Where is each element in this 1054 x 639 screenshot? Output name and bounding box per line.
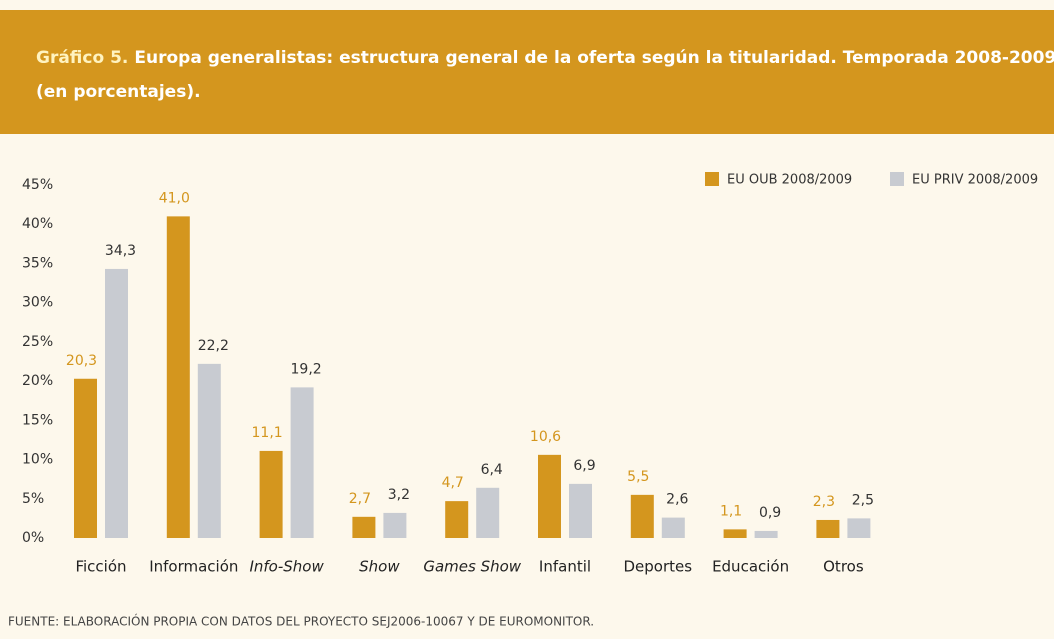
y-tick-label: 25%	[22, 334, 53, 350]
x-tick-label: Información	[149, 558, 238, 576]
bar	[445, 501, 469, 538]
title-prefix: Gráfico 5.	[36, 48, 128, 68]
bar	[630, 494, 654, 538]
y-tick-label: 40%	[22, 216, 53, 232]
x-tick-label: Educación	[712, 558, 789, 576]
y-tick-label: 35%	[22, 255, 53, 271]
y-tick-label: 0%	[22, 530, 44, 546]
data-label: 3,2	[388, 487, 410, 503]
data-label: 22,2	[198, 338, 229, 354]
x-tick-label: Infantil	[539, 558, 591, 576]
data-label: 10,6	[530, 429, 561, 445]
data-label: 20,3	[66, 353, 97, 369]
data-label: 19,2	[291, 361, 322, 377]
data-label: 4,7	[442, 475, 464, 491]
y-tick-label: 10%	[22, 452, 53, 468]
bar	[383, 512, 407, 538]
bar	[569, 483, 592, 538]
header-band	[0, 10, 1054, 134]
chart-subtitle: (en porcentajes).	[36, 82, 201, 102]
bar	[847, 518, 871, 538]
y-tick-label: 20%	[22, 373, 53, 389]
bar	[723, 529, 747, 538]
bar	[74, 378, 97, 538]
data-label: 6,9	[573, 458, 595, 474]
data-label: 11,1	[252, 425, 283, 441]
legend-label: EU OUB 2008/2009	[727, 173, 852, 188]
data-label: 2,7	[349, 491, 371, 507]
data-label: 5,5	[627, 469, 649, 485]
data-label: 0,9	[759, 505, 781, 521]
data-label: 2,6	[666, 492, 688, 508]
data-label: 2,5	[852, 492, 874, 508]
y-tick-label: 15%	[22, 412, 53, 428]
bar	[259, 450, 283, 538]
x-tick-label: Show	[359, 558, 400, 576]
bar	[816, 519, 840, 538]
data-label: 34,3	[105, 243, 136, 259]
bar	[661, 517, 685, 538]
source-note: FUENTE: ELABORACIÓN PROPIA CON DATOS DEL…	[8, 614, 594, 629]
legend-swatch	[705, 172, 719, 186]
y-tick-label: 30%	[22, 295, 53, 311]
legend-swatch	[890, 172, 904, 186]
bar	[166, 216, 190, 538]
y-tick-label: 45%	[22, 177, 53, 193]
data-label: 1,1	[720, 503, 742, 519]
chart-title: Europa generalistas: estructura general …	[134, 48, 1054, 68]
data-label: 41,0	[159, 190, 190, 206]
data-label: 6,4	[481, 462, 503, 478]
legend-label: EU PRIV 2008/2009	[912, 173, 1038, 188]
bar	[476, 487, 500, 538]
x-tick-label: Otros	[823, 558, 864, 576]
bar	[197, 363, 221, 538]
bar	[290, 387, 314, 538]
x-tick-label: Games Show	[423, 558, 521, 576]
x-tick-label: Ficción	[75, 558, 126, 576]
bar	[754, 530, 778, 538]
y-tick-label: 5%	[22, 491, 44, 507]
chart-title-line: Gráfico 5. Europa generalistas: estructur…	[36, 48, 1054, 68]
data-label: 2,3	[813, 494, 835, 510]
bar	[105, 268, 128, 538]
bar	[352, 516, 376, 538]
bar	[538, 454, 561, 538]
x-tick-label: Info-Show	[249, 558, 324, 576]
x-tick-label: Deportes	[624, 558, 693, 576]
